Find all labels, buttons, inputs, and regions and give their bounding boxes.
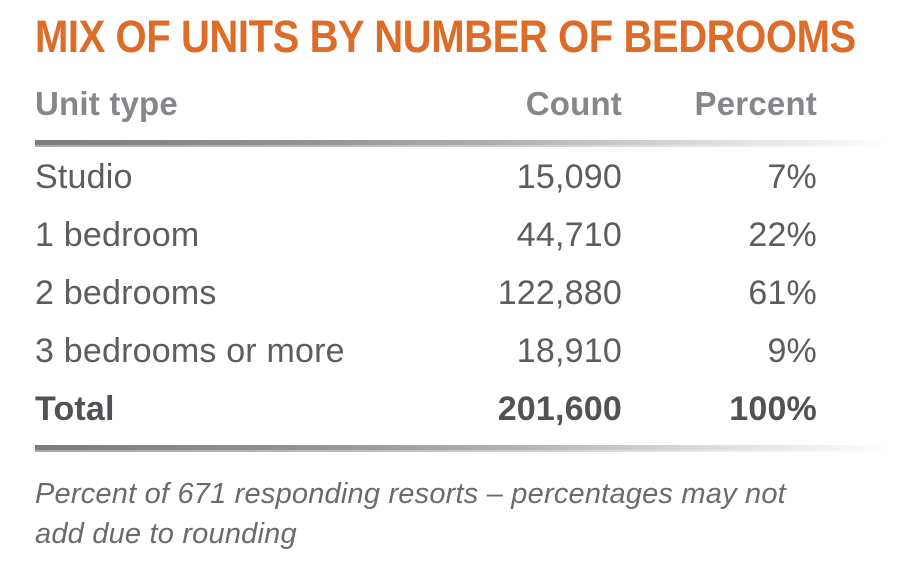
cell-total-percent: 100% (729, 389, 817, 428)
cell-unit-type: 1 bedroom (35, 215, 200, 254)
table-header-row: Unit type Count Percent (35, 84, 817, 124)
table-row-1-bedroom: 1 bedroom 44,710 22% (35, 206, 817, 264)
table-row-2-bedrooms: 2 bedrooms 122,880 61% (35, 264, 817, 322)
column-header-percent: Percent (694, 85, 817, 122)
cell-count: 122,880 (497, 273, 622, 312)
footnote: Percent of 671 responding resorts – perc… (35, 474, 845, 554)
cell-unit-type: 2 bedrooms (35, 273, 217, 312)
cell-percent: 22% (748, 215, 817, 254)
table-body: Studio 15,090 7% 1 bedroom 44,710 22% 2 … (35, 148, 817, 438)
cell-percent: 61% (748, 273, 817, 312)
cell-unit-type: Studio (35, 157, 133, 196)
header-divider (35, 140, 890, 147)
table-total-row: Total 201,600 100% (35, 380, 817, 438)
footnote-line-2: add due to rounding (35, 518, 297, 550)
units-table: Unit type Count Percent Studio 15,090 7%… (35, 84, 890, 452)
cell-unit-type: 3 bedrooms or more (35, 331, 345, 370)
column-header-unit-type: Unit type (35, 85, 178, 122)
table-row-studio: Studio 15,090 7% (35, 148, 817, 206)
cell-percent: 7% (767, 157, 817, 196)
cell-count: 44,710 (516, 215, 622, 254)
table-row-3-bedrooms-or-more: 3 bedrooms or more 18,910 9% (35, 322, 817, 380)
cell-percent: 9% (767, 331, 817, 370)
cell-count: 15,090 (516, 157, 622, 196)
cell-total-count: 201,600 (497, 389, 622, 428)
page-title-text: MIX OF UNITS BY NUMBER OF BEDROOMS (35, 11, 856, 62)
column-header-count: Count (525, 85, 622, 122)
cell-total-label: Total (35, 389, 115, 428)
footer-divider (35, 445, 890, 452)
cell-count: 18,910 (516, 331, 622, 370)
page-title: MIX OF UNITS BY NUMBER OF BEDROOMS (35, 12, 914, 62)
footnote-line-1: Percent of 671 responding resorts – perc… (35, 478, 786, 510)
